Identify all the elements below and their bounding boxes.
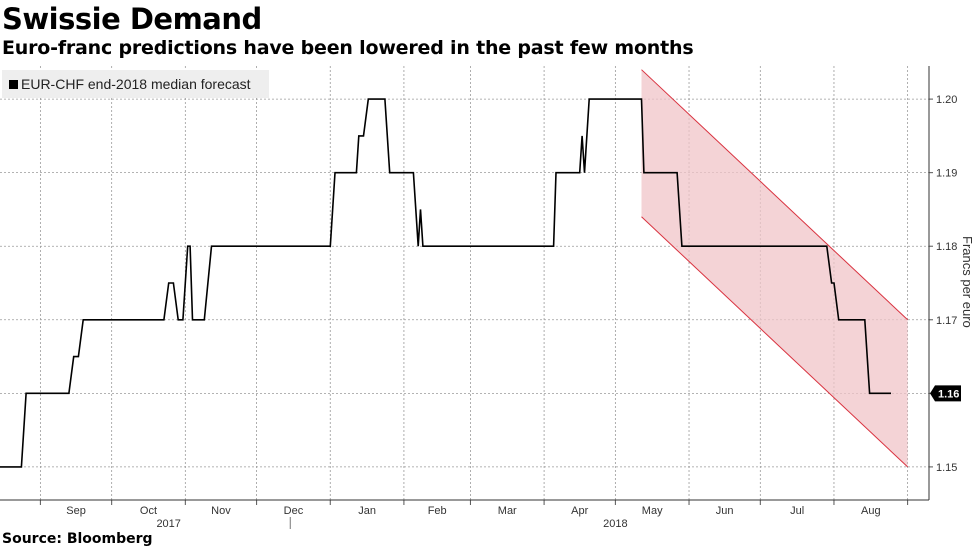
y-tick-label: 1.17	[936, 315, 957, 327]
tick-labels: 1.15 1.16 1.17 1.18 1.19 1.20 Sep Oct Nov Dec Jan F…	[66, 94, 961, 530]
last-value-badge	[930, 385, 961, 402]
channel-upper-edge	[641, 69, 908, 321]
legend-swatch	[9, 80, 18, 89]
x-year-label: 2017	[156, 518, 180, 530]
x-tick-label: Apr	[571, 505, 588, 517]
x-tick-label: Sep	[66, 505, 86, 517]
channel-fill	[641, 69, 908, 467]
y-tick-label: 1.19	[936, 168, 957, 180]
x-tick-label: Nov	[211, 505, 231, 517]
x-tick-label: Dec	[284, 505, 304, 517]
channel-lower-edge	[641, 216, 908, 468]
legend-box	[2, 70, 269, 98]
x-tick-label: Jul	[790, 505, 804, 517]
y-axis-label: Francs per euro	[960, 236, 975, 328]
grid-lines	[0, 66, 929, 500]
x-tick-label: Jan	[358, 505, 376, 517]
legend-label: EUR-CHF end-2018 median forecast	[21, 76, 251, 92]
x-year-label: 2018	[603, 518, 627, 530]
forecast-channel	[641, 69, 908, 468]
x-tick-label: Oct	[140, 505, 157, 517]
x-tick-label: Aug	[861, 505, 881, 517]
x-tick-label: May	[642, 505, 663, 517]
series-layer	[0, 98, 891, 468]
y-tick-label: 1.20	[936, 94, 957, 106]
x-tick-label: Jun	[716, 505, 734, 517]
x-tick-label: Feb	[428, 505, 447, 517]
y-tick-label: 1.18	[936, 241, 957, 253]
x-tick-label: Mar	[498, 505, 517, 517]
chart-subtitle: Euro-franc predictions have been lowered…	[2, 37, 694, 59]
chart-title: Swissie Demand	[2, 2, 262, 36]
y-tick-label: 1.15	[936, 462, 957, 474]
source-note: Source: Bloomberg	[2, 531, 153, 547]
last-value-label: 1.16	[930, 385, 961, 402]
forecast-line	[0, 98, 891, 468]
last-value-text: 1.16	[938, 388, 959, 400]
